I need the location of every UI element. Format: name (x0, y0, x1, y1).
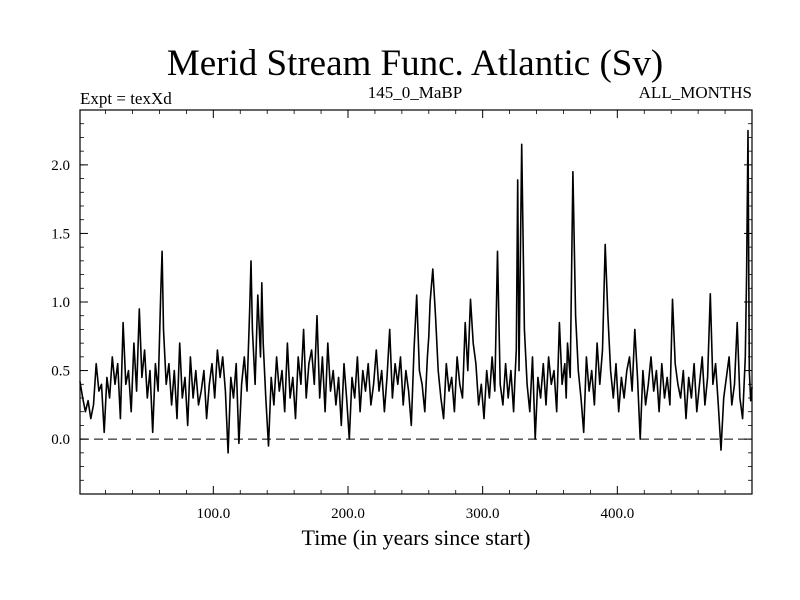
y-tick-label: 2.0 (51, 158, 70, 174)
series-layer (79, 129, 753, 454)
months-label: ALL_MONTHS (639, 83, 752, 102)
x-axis-label: Time (in years since start) (302, 525, 531, 550)
period-label: 145_0_MaBP (368, 83, 462, 102)
x-tick-label: 100.0 (196, 506, 230, 522)
x-tick-label: 400.0 (600, 506, 634, 522)
y-tick-label: 0.5 (51, 364, 70, 380)
x-tick-label: 300.0 (466, 506, 500, 522)
y-tick-label: 1.0 (51, 295, 70, 311)
chart-title: Merid Stream Func. Atlantic (Sv) (167, 43, 663, 84)
x-tick-label: 200.0 (331, 506, 365, 522)
y-tick-label: 1.5 (51, 226, 70, 242)
axes-layer: 0.0 0.5 1.0 1.5 2.0 100.0 200.0 300.0 400.0 (51, 110, 752, 522)
expt-label: Expt = texXd (80, 89, 172, 108)
series-line-1 (79, 129, 753, 454)
y-tick-label: 0.0 (51, 432, 70, 448)
